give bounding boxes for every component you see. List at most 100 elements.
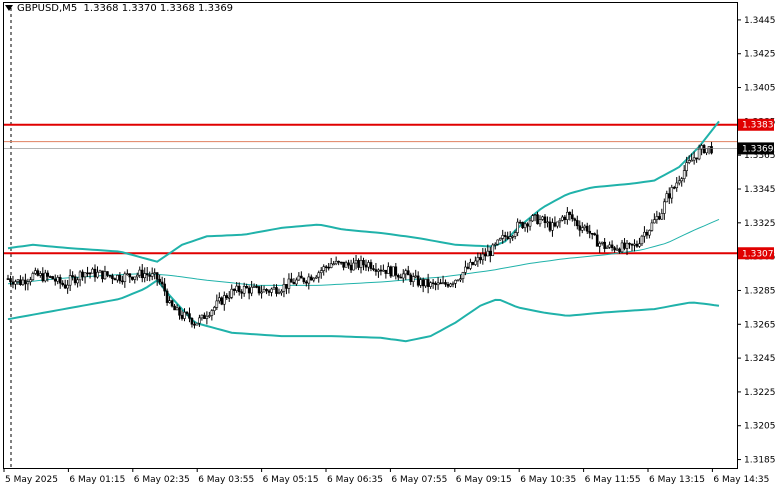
candle-body — [710, 146, 713, 154]
y-tick-label: 1.3225 — [744, 388, 776, 398]
candle-body — [81, 271, 84, 278]
candle-body — [491, 244, 495, 256]
candle-body — [190, 318, 194, 325]
candle-body — [145, 273, 149, 276]
candle-body — [126, 273, 129, 276]
candle-body — [687, 160, 691, 163]
candle-body — [121, 280, 124, 283]
candle-body — [183, 311, 186, 319]
candle-body — [705, 148, 708, 154]
candle-body — [113, 278, 117, 281]
candle-body — [488, 250, 492, 256]
candle-body — [362, 259, 365, 266]
candle-body — [53, 278, 57, 282]
candle-body — [620, 242, 624, 253]
candle-body — [73, 276, 77, 284]
candle-body — [466, 266, 470, 269]
candle-body — [329, 263, 333, 268]
candle-body — [374, 269, 378, 272]
candle-body — [516, 221, 519, 233]
candle-body — [675, 182, 679, 189]
candle-body — [588, 230, 592, 234]
candle-body — [481, 253, 485, 261]
candle-body — [506, 236, 509, 240]
candle-body — [441, 282, 445, 284]
candle-body — [6, 278, 10, 280]
candle-body — [663, 201, 666, 214]
candle-body — [513, 232, 517, 237]
candle-body — [103, 271, 107, 280]
candle-body — [352, 262, 355, 271]
x-tick-label: 6 May 11:55 — [585, 475, 641, 485]
candle-body — [603, 241, 606, 249]
candle-body — [140, 269, 144, 279]
candle-body — [282, 284, 286, 292]
candle-body — [650, 222, 654, 231]
x-tick-label: 6 May 10:35 — [520, 475, 576, 485]
candle-body — [61, 282, 64, 286]
candle-body — [88, 272, 92, 275]
candle-body — [484, 253, 487, 257]
candle-body — [556, 221, 559, 227]
candle-body — [558, 220, 562, 223]
candle-body — [26, 281, 30, 285]
candle-body — [406, 270, 410, 276]
candle-body — [300, 275, 303, 279]
candle-body — [357, 260, 360, 268]
candle-body — [503, 235, 507, 237]
candle-body — [434, 283, 437, 286]
candle-body — [394, 266, 398, 276]
candle-body — [700, 145, 703, 150]
candle-body — [409, 274, 413, 282]
candle-body — [178, 307, 181, 316]
candle-body — [123, 273, 127, 282]
candle-body — [682, 170, 686, 179]
candle-body — [218, 297, 221, 302]
candle-body — [648, 230, 651, 236]
candle-body — [469, 261, 472, 269]
candle-body — [43, 272, 47, 282]
candle-body — [685, 162, 688, 171]
candle-body — [215, 300, 219, 308]
dropdown-triangle-icon[interactable] — [5, 5, 13, 11]
candle-body — [83, 272, 87, 278]
candle-body — [133, 276, 137, 280]
candle-body — [401, 273, 405, 279]
candlesticks — [6, 141, 713, 329]
candle-body — [287, 278, 291, 289]
candle-body — [78, 271, 82, 281]
candle-body — [551, 222, 554, 231]
candle-body — [138, 269, 142, 276]
candle-body — [257, 286, 261, 294]
candle-body — [563, 216, 567, 221]
candle-body — [583, 225, 587, 229]
candle-body — [349, 264, 353, 271]
candle-body — [414, 275, 418, 278]
candle-body — [39, 273, 42, 276]
candle-body — [270, 288, 273, 293]
candle-body — [382, 269, 385, 272]
candle-body — [623, 242, 626, 249]
candle-body — [695, 157, 698, 160]
candle-body — [660, 213, 664, 220]
candle-body — [48, 276, 52, 278]
candle-body — [58, 277, 62, 284]
candle-body — [493, 243, 497, 246]
candle-body — [29, 279, 32, 283]
candle-body — [342, 261, 345, 268]
candle-body — [118, 275, 122, 282]
candle-body — [369, 262, 373, 269]
candle-body — [436, 282, 440, 286]
candle-body — [667, 193, 671, 199]
candle-body — [399, 276, 403, 279]
candle-body — [392, 266, 395, 277]
candle-body — [240, 291, 243, 294]
candle-body — [593, 233, 596, 236]
candle-body — [707, 146, 711, 149]
candle-body — [511, 236, 514, 238]
candle-body — [285, 284, 288, 289]
candle-body — [19, 279, 22, 285]
candle-body — [692, 157, 696, 161]
candle-body — [250, 286, 253, 294]
